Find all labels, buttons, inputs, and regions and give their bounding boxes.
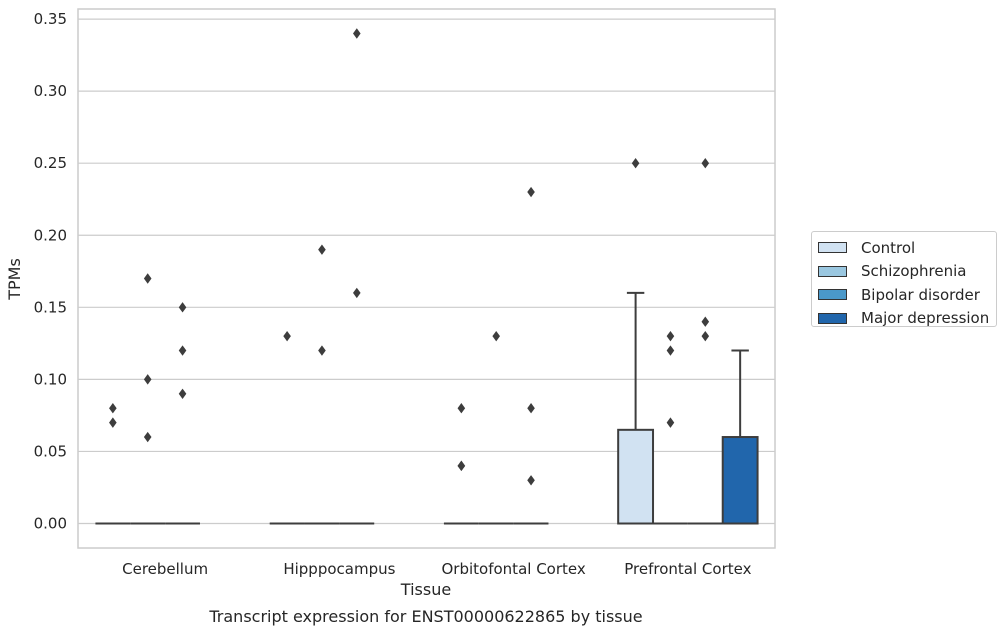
x-axis-title: Tissue [400,580,451,599]
outlier-point [701,316,710,327]
box-body [617,428,655,525]
legend-swatch [818,312,847,324]
box-bipolar-disorder [165,302,200,525]
box-schizophrenia [130,273,166,525]
outlier-point [353,287,361,299]
x-tick-label: Prefrontal Cortex [624,560,751,578]
y-tick-label: 0.35 [34,10,67,28]
legend-label: Bipolar disorder [861,285,980,304]
outlier-point [492,330,500,342]
y-tick-label: 0.25 [34,154,67,172]
x-tick-label: Hipppocampus [283,560,395,578]
x-tick-label: Orbitofontal Cortex [442,560,586,578]
x-tick-labels: Cerebellum Hipppocampus Orbitofontal Corte… [122,560,751,578]
box-body [721,436,759,525]
outlier-point [178,388,187,399]
y-tick-label: 0.00 [34,515,67,533]
box-schizophrenia [304,244,340,525]
y-tick-label: 0.05 [34,442,67,460]
box-major-depression [721,349,759,525]
outlier-point [353,28,361,39]
y-tick-labels: 0.00 0.05 0.10 0.15 0.20 0.25 0.30 0.35 [34,10,67,532]
outlier-point [109,403,117,414]
plot-frame [77,8,776,549]
box-control [443,403,479,525]
grid-lines [78,18,775,525]
y-tick-label: 0.20 [34,226,67,244]
outlier-point [701,158,710,169]
outlier-point [283,330,291,342]
outlier-point [318,244,326,255]
chart-caption: Transcript expression for ENST0000062286… [208,607,642,626]
legend-item: Schizophrenia [818,260,996,284]
outlier-point [666,417,675,428]
legend-label: Control [861,238,916,257]
y-tick-label: 0.10 [34,370,67,388]
legend: Control Schizophrenia Bipolar disorder Majo… [811,231,997,327]
outlier-point [178,345,187,356]
outlier-point [178,302,187,313]
outlier-point [457,460,466,472]
box-schizophrenia [478,330,514,525]
box-control [617,158,655,525]
box-control [269,330,305,525]
y-axis-title: TPMs [5,258,24,301]
legend-item: Bipolar disorder [818,283,996,307]
box-layer [95,28,759,525]
legend-item: Control [818,236,996,260]
legend-item: Major depression [818,307,996,331]
outlier-point [631,158,640,169]
box-bipolar-disorder [339,28,375,525]
outlier-point [143,273,152,284]
outlier-point [527,186,535,198]
legend-swatch [818,242,847,254]
box-schizophrenia [653,330,688,525]
outlier-point [701,330,710,342]
outlier-point [143,431,152,443]
outlier-point [109,417,117,428]
legend-swatch [818,289,847,301]
box-bipolar-disorder [513,186,549,525]
legend-swatch [818,265,847,277]
outlier-point [457,403,466,414]
outlier-point [527,475,535,486]
y-tick-label: 0.30 [34,82,67,100]
outlier-point [143,374,152,385]
outlier-point [318,345,326,356]
legend-label: Major depression [861,309,990,328]
legend-label: Schizophrenia [861,262,967,281]
y-tick-label: 0.15 [34,298,67,316]
x-tick-label: Cerebellum [122,560,208,578]
outlier-point [666,330,675,342]
outlier-point [527,403,535,414]
outlier-point [666,345,675,356]
box-control [95,403,131,525]
box-bipolar-disorder [687,158,723,525]
